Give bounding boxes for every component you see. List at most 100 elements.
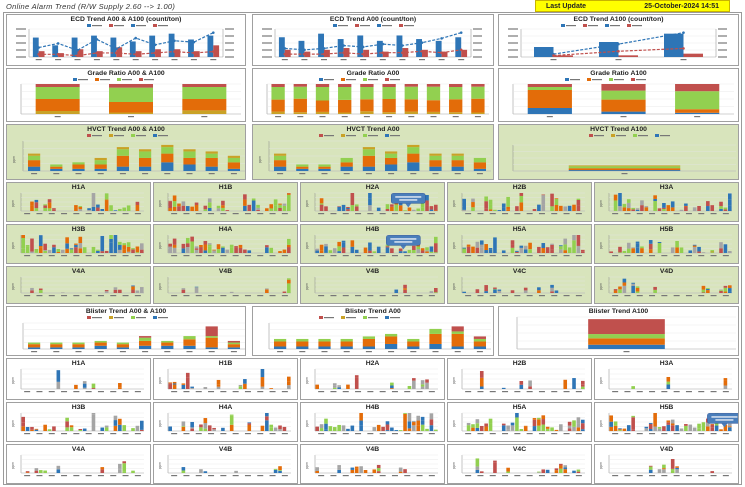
legend-label [614, 79, 624, 81]
legend-label [346, 135, 356, 137]
bar [601, 90, 646, 100]
bar [183, 339, 196, 346]
tick-label [722, 255, 729, 257]
bar [337, 465, 341, 468]
bar [692, 427, 697, 431]
bar [104, 427, 109, 431]
trend-4-chart: ppm [599, 192, 732, 215]
grade-a00-a100-chart [20, 78, 241, 118]
legend-label [360, 25, 370, 27]
bar [25, 472, 30, 473]
bar [71, 37, 78, 57]
y-axis-label: ppm [158, 283, 162, 290]
bar [425, 428, 429, 431]
bar [94, 340, 107, 343]
bar [229, 424, 234, 431]
bar [265, 288, 269, 290]
bar [425, 379, 429, 383]
bar [65, 248, 69, 253]
tick-label [636, 433, 643, 435]
bar [648, 469, 653, 473]
bar [96, 206, 100, 208]
bar [161, 147, 174, 154]
tick-label [61, 475, 68, 477]
bar [412, 422, 416, 426]
tick-label [257, 295, 264, 297]
bar [670, 207, 675, 211]
bar [519, 202, 524, 211]
tick-label [575, 391, 582, 393]
tick-label [379, 295, 386, 297]
bar [265, 413, 269, 417]
ecd-a100-panel: ECD Trend A100 (count/ton) [498, 14, 739, 66]
bar [666, 422, 671, 425]
legend-label [158, 317, 168, 319]
tick-label [355, 255, 362, 257]
bar [728, 250, 732, 253]
trend-5-title: H3B [71, 226, 86, 233]
tick-label [473, 56, 482, 58]
trend-10-panel: V4A ppm [6, 444, 151, 484]
tick-label [183, 213, 190, 215]
legend-label [136, 317, 146, 319]
last-update-label: Last Update [546, 2, 587, 10]
bar [21, 426, 25, 431]
trend-13-title: V4C [512, 446, 527, 453]
trend-6-chart: ppm [158, 412, 291, 435]
bar [420, 207, 425, 211]
tick-label [416, 255, 423, 257]
bar [43, 207, 47, 211]
bar [648, 466, 653, 470]
y-axis-label: ppm [305, 377, 309, 384]
tick-label [489, 255, 496, 257]
bar [425, 195, 429, 201]
bar [324, 429, 328, 431]
tick-label [208, 475, 215, 477]
bar [56, 381, 61, 384]
bar [287, 283, 291, 293]
tick-label [452, 116, 459, 118]
bar [181, 248, 186, 253]
legend-swatch [153, 316, 157, 319]
bar [318, 166, 331, 169]
tick-label [563, 295, 570, 297]
y-axis-label: ppm [305, 420, 309, 427]
bar [354, 377, 359, 389]
point [134, 36, 137, 40]
bar [25, 246, 30, 253]
bar [576, 417, 581, 424]
bar [229, 291, 234, 293]
point [322, 52, 326, 56]
tick-label [195, 433, 202, 435]
tick-label [538, 213, 545, 215]
tick-label [225, 56, 234, 58]
bar [390, 427, 394, 431]
bar [648, 240, 653, 244]
tick-label [31, 351, 38, 353]
tick-label [128, 116, 134, 118]
bar [701, 252, 706, 253]
bar [234, 470, 238, 473]
trend-11-panel: V4B ppm [153, 266, 298, 304]
y-axis-label: ppm [452, 462, 456, 469]
bar [181, 383, 186, 385]
point [322, 47, 326, 50]
tick-label [225, 35, 234, 37]
trend-11-chart: ppm [158, 454, 291, 477]
bar [260, 425, 265, 431]
bar [613, 200, 618, 211]
tick-label [281, 391, 288, 393]
tick-label [367, 433, 374, 435]
bar [475, 247, 480, 253]
bar [362, 155, 376, 167]
bar [403, 289, 407, 293]
bar [354, 466, 359, 469]
bar [315, 467, 319, 471]
bar [34, 470, 39, 473]
legend-swatch [363, 316, 367, 319]
bar [723, 285, 728, 288]
tick-label [367, 255, 374, 257]
tick-label [122, 295, 129, 297]
bar [622, 250, 627, 253]
bar [113, 287, 118, 290]
